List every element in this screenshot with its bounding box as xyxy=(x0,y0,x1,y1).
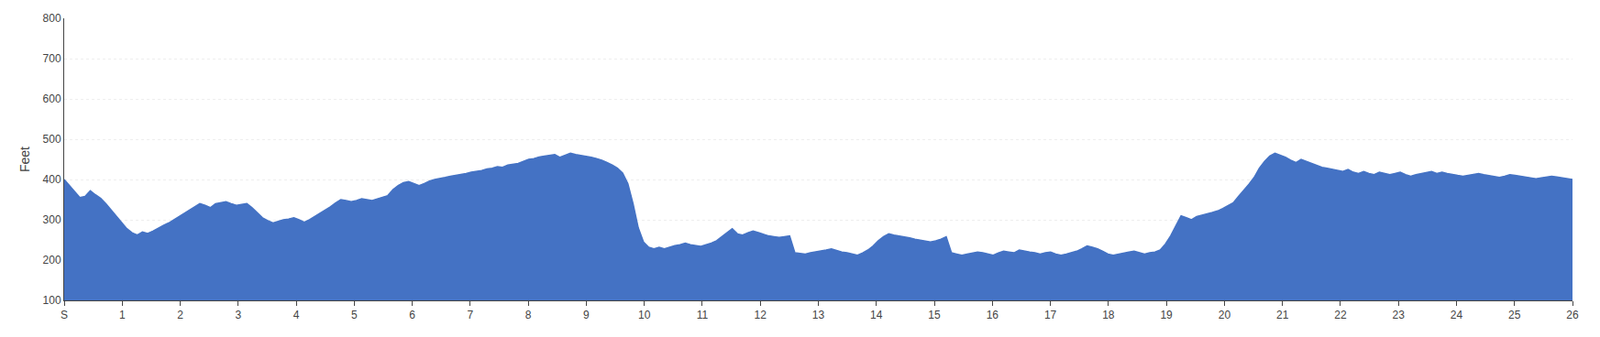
svg-text:17: 17 xyxy=(1044,308,1058,322)
svg-text:12: 12 xyxy=(754,308,768,322)
svg-text:15: 15 xyxy=(927,308,941,322)
svg-text:14: 14 xyxy=(870,308,883,322)
svg-text:22: 22 xyxy=(1334,308,1347,322)
svg-text:1: 1 xyxy=(119,308,126,322)
svg-text:800: 800 xyxy=(43,11,62,25)
svg-text:7: 7 xyxy=(467,308,475,322)
svg-text:5: 5 xyxy=(351,308,358,322)
svg-text:700: 700 xyxy=(43,52,62,66)
svg-text:300: 300 xyxy=(43,213,62,227)
svg-text:11: 11 xyxy=(696,308,709,322)
svg-text:24: 24 xyxy=(1450,308,1464,322)
svg-text:20: 20 xyxy=(1218,308,1232,322)
svg-text:21: 21 xyxy=(1276,308,1290,322)
svg-text:25: 25 xyxy=(1508,308,1522,322)
svg-text:9: 9 xyxy=(583,308,590,322)
svg-text:2: 2 xyxy=(176,308,184,322)
svg-text:600: 600 xyxy=(43,92,62,106)
svg-text:6: 6 xyxy=(408,308,416,322)
svg-text:8: 8 xyxy=(525,308,532,322)
svg-text:S: S xyxy=(60,308,68,322)
svg-text:100: 100 xyxy=(43,294,62,308)
svg-text:19: 19 xyxy=(1159,308,1173,322)
svg-text:3: 3 xyxy=(234,308,242,322)
svg-text:18: 18 xyxy=(1102,308,1115,322)
svg-text:200: 200 xyxy=(43,253,62,267)
svg-text:10: 10 xyxy=(638,308,652,322)
svg-text:4: 4 xyxy=(293,308,300,322)
svg-text:23: 23 xyxy=(1392,308,1406,322)
svg-text:16: 16 xyxy=(986,308,1000,322)
svg-text:26: 26 xyxy=(1566,308,1579,322)
svg-text:500: 500 xyxy=(43,132,62,146)
svg-text:Feet: Feet xyxy=(17,146,33,173)
svg-text:13: 13 xyxy=(812,308,826,322)
svg-text:400: 400 xyxy=(43,173,62,187)
